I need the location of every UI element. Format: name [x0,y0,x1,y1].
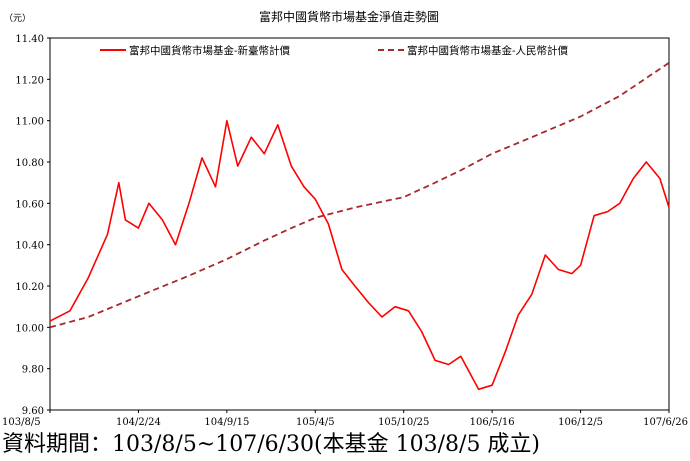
x-tick-label: 103/8/5 [2,417,41,428]
y-tick-label: 11.20 [15,75,44,86]
x-tick-label: 104/9/15 [204,417,249,428]
data-period-footnote: 資料期間：103/8/5~107/6/30(本基金 103/8/5 成立) [2,432,541,457]
legend-label-twd: 富邦中國貨幣市場基金-新臺幣計價 [129,44,291,57]
chart-svg: 富邦中國貨幣市場基金淨值走勢圖 （元） 11.40 11.20 11.00 10.80… [2,9,688,428]
x-tick-label: 105/10/25 [378,417,429,428]
y-tick-label: 10.00 [15,323,44,334]
x-tick-label: 105/4/5 [296,417,335,428]
x-tick-label: 107/6/26 [643,417,688,428]
y-tick-label: 10.80 [15,158,44,169]
y-tick-label: 10.20 [15,282,44,293]
x-tick-label: 106/12/5 [558,417,603,428]
series-line-twd [49,119,670,391]
y-tick-label: 11.00 [15,117,44,128]
y-axis: 11.40 11.20 11.00 10.80 10.60 10.40 10.20 10.00… [15,34,50,417]
y-unit-label: （元） [4,13,31,24]
x-tick-label: 106/5/16 [470,417,515,428]
legend-label-cny: 富邦中國貨幣市場基金-人民幣計價 [407,44,569,57]
nav-trend-chart: 富邦中國貨幣市場基金淨值走勢圖 （元） 11.40 11.20 11.00 10.80… [2,9,688,428]
series-line-cny [49,62,670,329]
chart-title: 富邦中國貨幣市場基金淨值走勢圖 [259,9,439,24]
plot-area-frame [49,37,670,411]
y-tick-label: 9.80 [22,365,44,376]
y-tick-label: 10.40 [15,241,44,252]
y-tick-label: 10.60 [15,199,44,210]
y-tick-label: 11.40 [15,34,44,45]
x-tick-label: 104/2/24 [116,417,161,428]
y-tick-label: 9.60 [22,406,44,417]
legend: 富邦中國貨幣市場基金-新臺幣計價 富邦中國貨幣市場基金-人民幣計價 [100,44,569,57]
series-layer [49,62,670,391]
x-axis: 103/8/5 104/2/24 104/9/15 105/4/5 105/10/25 1… [2,410,688,428]
